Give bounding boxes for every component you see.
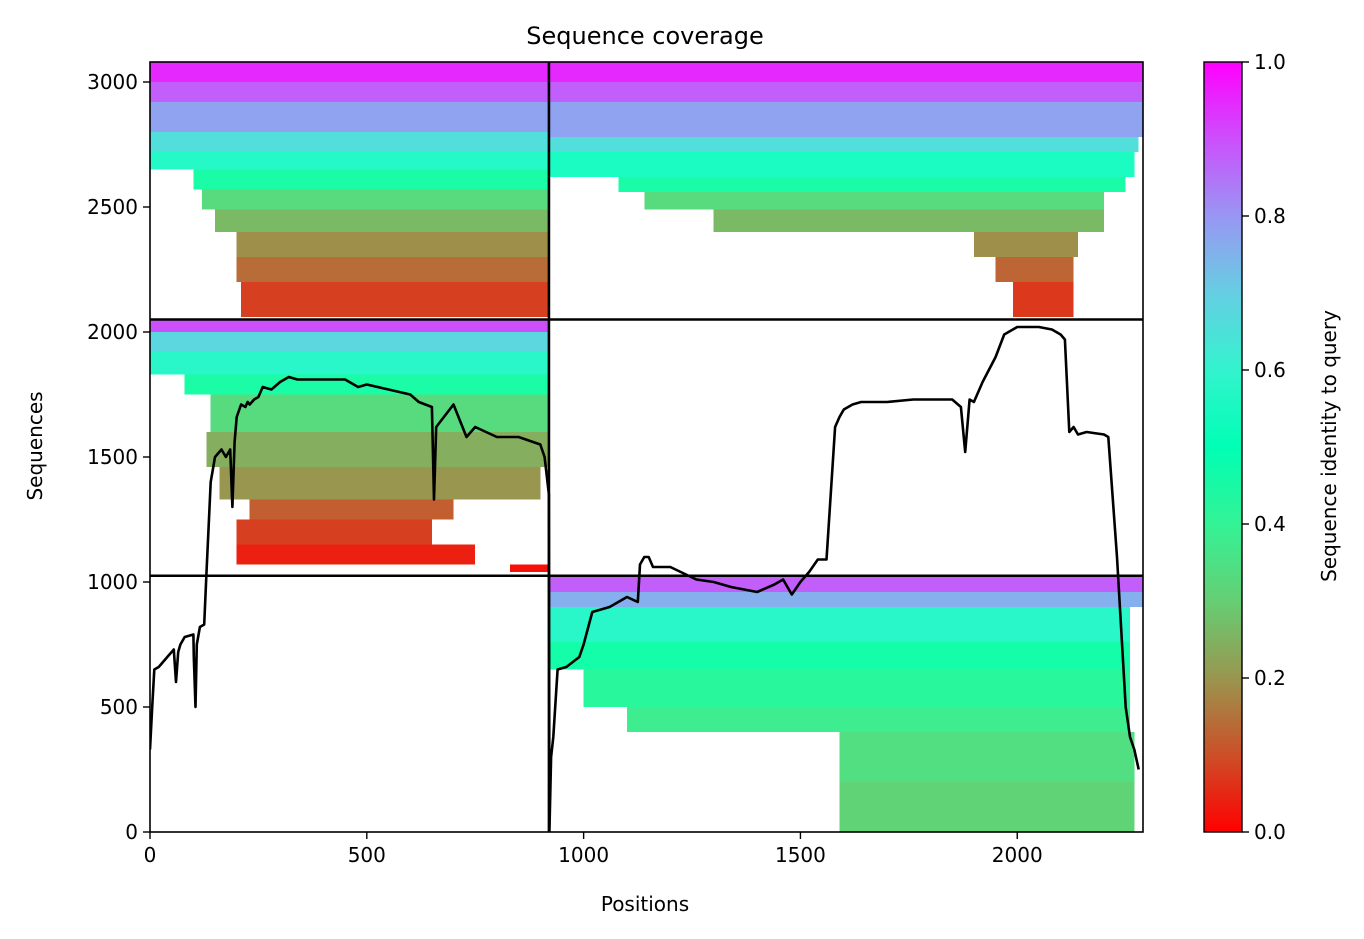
y-tick-label: 3000: [87, 70, 138, 94]
msa-row-band: [548, 592, 1143, 607]
msa-heatmap: [150, 62, 1143, 832]
x-tick-label: 1500: [775, 843, 826, 867]
plot-frame: [149, 61, 1144, 833]
msa-row-band: [150, 332, 549, 352]
msa-row-band: [193, 169, 549, 190]
colorbar-tick-label: 0.4: [1254, 512, 1286, 536]
msa-row-band: [509, 564, 549, 572]
msa-row-band: [548, 137, 1139, 152]
msa-row-band: [150, 132, 549, 152]
msa-row-band: [548, 607, 1130, 642]
msa-row-band: [150, 152, 549, 170]
x-tick-label: 500: [348, 843, 386, 867]
colorbar: 0.0 0.2 0.4 0.6 0.8 1.0: [1203, 50, 1286, 844]
y-tick-label: 0: [125, 820, 138, 844]
y-tick-label: 1000: [87, 570, 138, 594]
msa-row-band: [548, 642, 1130, 670]
colorbar-tick-label: 0.6: [1254, 358, 1286, 382]
msa-block-4: [548, 575, 1143, 832]
y-tick-label: 2000: [87, 320, 138, 344]
msa-block-3: [150, 319, 549, 572]
axes: 0 500 1000 1500 2000 0 500 1000 1500 2000 2500 3000: [87, 61, 1144, 867]
x-axis-title: Positions: [601, 892, 689, 916]
msa-row-band: [206, 432, 549, 467]
msa-block-1: [150, 62, 549, 317]
colorbar-tick-label: 0.2: [1254, 666, 1286, 690]
msa-row-band: [236, 519, 432, 545]
msa-row-band: [241, 282, 549, 317]
msa-row-band: [236, 257, 549, 282]
msa-row-band: [548, 152, 1135, 177]
msa-row-band: [548, 102, 1143, 137]
msa-row-band: [618, 177, 1126, 192]
colorbar-tick-label: 0.8: [1254, 204, 1286, 228]
y-tick-label: 1500: [87, 445, 138, 469]
colorbar-tick-label: 1.0: [1254, 50, 1286, 74]
msa-row-band: [236, 544, 476, 565]
y-tick-label: 500: [100, 695, 138, 719]
msa-row-band: [548, 82, 1143, 102]
msa-row-band: [210, 394, 549, 432]
msa-row-band: [150, 62, 549, 82]
msa-row-band: [548, 62, 1143, 82]
msa-row-band: [150, 102, 549, 132]
x-tick-label: 0: [144, 843, 157, 867]
msa-row-band: [839, 782, 1135, 832]
msa-row-band: [1012, 282, 1074, 317]
chain-boundaries: [150, 62, 1143, 832]
x-tick-label: 1000: [558, 843, 609, 867]
msa-row-band: [713, 209, 1104, 232]
x-tick-label: 2000: [992, 843, 1043, 867]
coverage-line: [150, 325, 1140, 832]
msa-row-band: [150, 352, 549, 375]
msa-row-band: [839, 732, 1135, 782]
colorbar-title: Sequence identity to query: [1317, 310, 1341, 582]
colorbar-gradient: [1203, 61, 1243, 833]
coverage-line-layer: [150, 325, 1140, 832]
msa-row-band: [219, 467, 541, 500]
msa-block-2: [548, 62, 1143, 317]
colorbar-tick-label: 0.0: [1254, 820, 1286, 844]
msa-row-band: [150, 319, 549, 332]
msa-row-band: [236, 232, 549, 257]
y-axis-title: Sequences: [23, 391, 47, 500]
msa-row-band: [973, 232, 1078, 257]
y-tick-label: 2500: [87, 195, 138, 219]
msa-row-band: [583, 669, 1130, 707]
msa-row-band: [995, 257, 1074, 282]
msa-row-band: [249, 499, 454, 520]
msa-row-band: [626, 707, 1130, 732]
msa-row-band: [644, 192, 1104, 210]
msa-row-band: [215, 209, 549, 232]
msa-row-band: [202, 189, 549, 210]
msa-row-band: [150, 82, 549, 102]
chart-title: Sequence coverage: [526, 22, 763, 50]
